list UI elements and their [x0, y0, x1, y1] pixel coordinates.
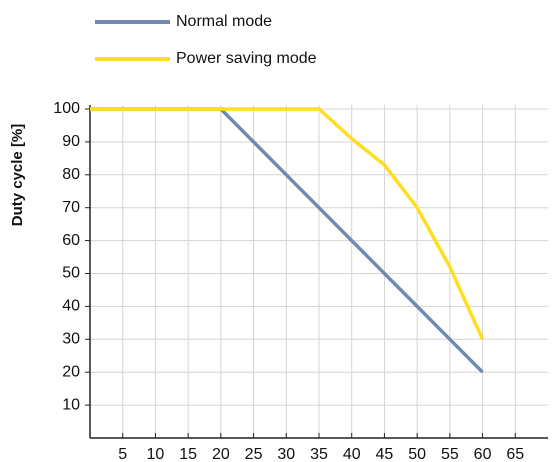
x-tick-label: 65 — [506, 446, 524, 462]
y-tick-label: 90 — [62, 133, 80, 150]
x-tick-label: 40 — [343, 446, 361, 462]
y-tick-label: 20 — [62, 363, 80, 380]
x-tick-label: 25 — [245, 446, 263, 462]
x-tick-label: 60 — [474, 446, 492, 462]
y-tick-label: 50 — [62, 265, 80, 282]
x-tick-label: 45 — [376, 446, 394, 462]
x-tick-label: 50 — [408, 446, 426, 462]
line — [90, 107, 484, 374]
y-tick-label: 70 — [62, 199, 80, 216]
x-tick-label: 30 — [277, 446, 295, 462]
legend-label: Normal mode — [176, 13, 272, 30]
x-tick-label: 55 — [441, 446, 459, 462]
y-tick-label: 100 — [53, 100, 80, 117]
x-tick-label: 10 — [147, 446, 165, 462]
y-axis-label: Duty cycle [%] — [9, 124, 26, 227]
y-tick-label: 30 — [62, 331, 80, 348]
x-tick-label: 5 — [118, 446, 127, 462]
x-tick-label: 20 — [212, 446, 230, 462]
y-tick-label: 80 — [62, 166, 80, 183]
line — [90, 107, 485, 341]
y-tick-label: 10 — [62, 396, 80, 413]
legend-label: Power saving mode — [176, 50, 317, 67]
x-tick-label: 35 — [310, 446, 328, 462]
x-tick-label: 15 — [179, 446, 197, 462]
y-tick-label: 40 — [62, 298, 80, 315]
y-tick-label: 60 — [62, 232, 80, 249]
